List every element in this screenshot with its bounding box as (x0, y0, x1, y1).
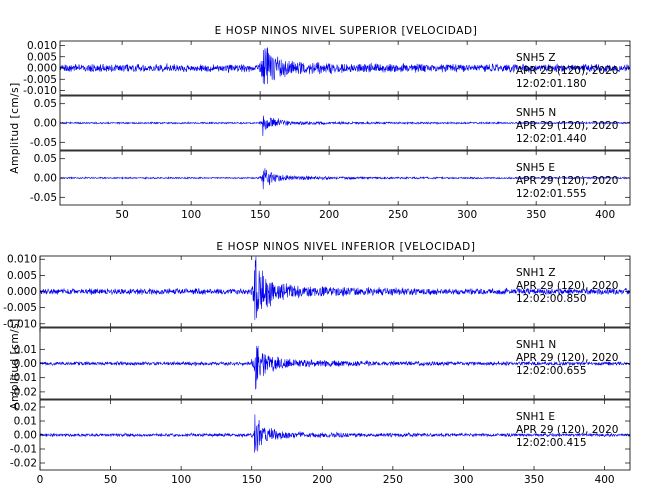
y-tick-label: -0.05 (30, 192, 57, 204)
station-time: 12:02:00.655 (516, 365, 587, 377)
y-tick-label: 0.05 (34, 98, 57, 110)
station-time: 12:02:01.555 (516, 188, 587, 200)
station-name: SNH1 E (516, 411, 555, 423)
station-time: 12:02:00.850 (516, 293, 587, 305)
x-tick-label: 0 (37, 474, 44, 486)
figure-superior: E HOSP NINOS NIVEL SUPERIOR [VELOCIDAD] … (9, 25, 631, 221)
station-date: APR 29 (120), 2020 (516, 175, 618, 187)
x-tick-label: 150 (250, 209, 270, 221)
x-tick-label: 300 (457, 209, 477, 221)
y-axis-label: Amplitud [cm/s] (9, 82, 21, 173)
waveform-line (59, 168, 631, 190)
station-name: SNH1 Z (516, 267, 556, 279)
y-tick-label: 0.010 (7, 254, 37, 266)
x-tick-label: 400 (595, 209, 615, 221)
x-tick-label: 250 (388, 209, 408, 221)
y-tick-label: 0.01 (14, 344, 37, 356)
x-tick-label: 200 (312, 474, 332, 486)
waveform-line (39, 345, 631, 390)
x-tick-label: 50 (115, 209, 128, 221)
y-tick-label: -0.005 (23, 74, 57, 86)
station-date: APR 29 (120), 2020 (516, 280, 618, 292)
x-tick-label: 50 (104, 474, 117, 486)
waveform-line (59, 47, 631, 85)
x-tick-label: 400 (595, 474, 615, 486)
station-name: SNH5 E (516, 162, 555, 174)
y-tick-label: 0.05 (34, 153, 57, 165)
station-name: SNH1 N (516, 339, 556, 351)
x-tick-label: 350 (524, 474, 544, 486)
y-tick-label: -0.01 (10, 372, 37, 384)
y-tick-label: -0.010 (3, 318, 37, 330)
y-tick-label: 0.00 (14, 358, 37, 370)
y-tick-label: 0.00 (34, 173, 57, 185)
x-tick-label: 350 (526, 209, 546, 221)
x-tick-label: 300 (453, 474, 473, 486)
y-tick-label: -0.005 (3, 302, 37, 314)
waveform-line (39, 414, 631, 453)
x-tick-label: 100 (171, 474, 191, 486)
x-axis-ticks: 0 50 100 150 200 250 300 350 400 (37, 474, 615, 486)
x-tick-label: 100 (181, 209, 201, 221)
station-time: 12:02:01.180 (516, 78, 587, 90)
y-tick-label: 0.02 (14, 402, 37, 414)
station-date: APR 29 (120), 2020 (516, 65, 618, 77)
y-tick-label: 0.000 (7, 286, 37, 298)
y-tick-label: 0.00 (34, 118, 57, 130)
x-tick-label: 200 (319, 209, 339, 221)
y-tick-label: -0.05 (30, 137, 57, 149)
figure-inferior: E HOSP NINOS NIVEL INFERIOR [VELOCIDAD] … (3, 241, 631, 486)
waveform-line (59, 115, 631, 137)
y-axis-label: Amplitud [cm/s] (9, 318, 21, 409)
waveform-line (39, 256, 631, 320)
station-date: APR 29 (120), 2020 (516, 424, 618, 436)
station-date: APR 29 (120), 2020 (516, 352, 618, 364)
x-axis-ticks: 50 100 150 200 250 300 350 400 (115, 209, 615, 221)
y-tick-label: -0.01 (10, 444, 37, 456)
station-name: SNH5 Z (516, 52, 556, 64)
y-tick-label: 0.00 (14, 430, 37, 442)
y-tick-label: 0.005 (27, 51, 57, 63)
station-name: SNH5 N (516, 107, 556, 119)
y-tick-label: 0.010 (27, 40, 57, 52)
y-tick-label: -0.02 (10, 458, 37, 470)
station-date: APR 29 (120), 2020 (516, 120, 618, 132)
station-time: 12:02:01.440 (516, 133, 587, 145)
y-tick-label: 0.01 (14, 416, 37, 428)
x-tick-label: 150 (242, 474, 262, 486)
y-tick-label: 0.005 (7, 270, 37, 282)
station-time: 12:02:00.415 (516, 437, 587, 449)
y-tick-label: -0.010 (23, 85, 57, 97)
y-tick-label: -0.02 (10, 386, 37, 398)
y-tick-label: 0.000 (27, 63, 57, 75)
x-tick-label: 250 (383, 474, 403, 486)
figure-title: E HOSP NINOS NIVEL SUPERIOR [VELOCIDAD] (215, 25, 478, 37)
figure-title: E HOSP NINOS NIVEL INFERIOR [VELOCIDAD] (216, 241, 475, 253)
